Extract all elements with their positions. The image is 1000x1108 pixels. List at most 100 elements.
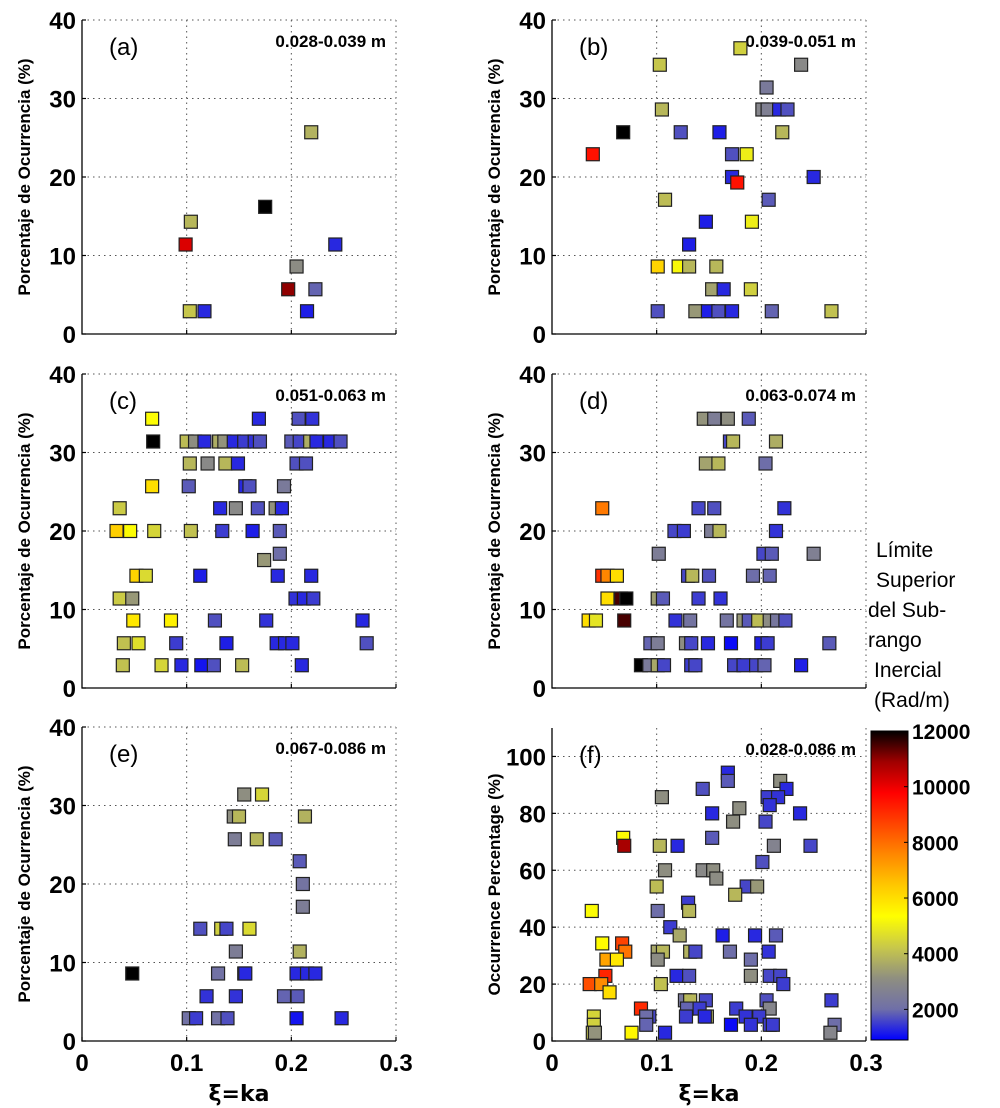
data-point xyxy=(743,952,758,967)
data-point xyxy=(768,928,784,943)
colorbar-tick-label: 10000 xyxy=(912,777,970,800)
data-point xyxy=(188,1011,204,1026)
data-point xyxy=(289,259,304,274)
y-tick-label: 30 xyxy=(49,794,76,821)
data-point xyxy=(712,523,727,539)
data-point xyxy=(777,501,792,516)
data-point xyxy=(308,966,323,981)
colorbar-tick-label: 2000 xyxy=(912,999,959,1022)
colorbar-tick-label: 4000 xyxy=(912,944,959,967)
x-axis-label: ξ=ka xyxy=(679,1082,740,1107)
data-point xyxy=(115,658,130,673)
data-point xyxy=(759,80,774,95)
data-point xyxy=(682,903,697,919)
data-point xyxy=(295,876,310,892)
data-point xyxy=(745,568,761,583)
data-point xyxy=(295,899,310,914)
data-point xyxy=(249,832,264,847)
data-point xyxy=(806,546,821,561)
data-point xyxy=(669,968,684,983)
data-point xyxy=(688,304,703,319)
data-point xyxy=(684,636,699,651)
colorbar-tick-label: 6000 xyxy=(912,888,959,911)
data-point xyxy=(215,523,230,539)
data-point xyxy=(231,809,247,824)
data-point xyxy=(206,658,221,673)
data-point xyxy=(720,773,735,789)
y-tick-label: 30 xyxy=(519,441,546,468)
data-point xyxy=(725,814,741,829)
data-point xyxy=(778,613,793,628)
data-point xyxy=(639,1017,654,1032)
data-point xyxy=(294,658,309,673)
x-tick-label: 0 xyxy=(75,1050,88,1077)
y-tick-label: 0 xyxy=(533,322,546,349)
data-point xyxy=(112,591,127,606)
data-point xyxy=(169,636,184,651)
data-point xyxy=(741,411,756,426)
colorbar-tick-label: 8000 xyxy=(912,832,959,855)
colorbar-label-line: Superior xyxy=(876,569,955,592)
data-point xyxy=(688,658,703,673)
data-point xyxy=(147,523,162,539)
data-point xyxy=(822,636,837,651)
data-point xyxy=(732,801,747,816)
y-axis-label: Porcentaje de Ocurrencia (%) xyxy=(15,412,34,649)
x-tick-label: 0.1 xyxy=(640,1050,673,1077)
data-point xyxy=(823,1025,838,1040)
data-point xyxy=(758,814,773,829)
data-point xyxy=(292,944,307,959)
panel-title: 0.028-0.086 m xyxy=(745,740,856,759)
data-point xyxy=(328,237,343,252)
y-axis-label: Porcentaje de Ocurrencia (%) xyxy=(485,412,504,649)
data-point xyxy=(764,304,779,319)
data-point xyxy=(237,787,252,802)
data-point xyxy=(609,952,624,967)
y-tick-label: 40 xyxy=(49,362,76,389)
data-point xyxy=(274,501,290,516)
x-tick-label: 0.2 xyxy=(745,1050,778,1077)
data-point xyxy=(333,434,348,449)
data-point xyxy=(803,838,818,853)
data-point xyxy=(624,1025,639,1040)
y-tick-label: 30 xyxy=(49,87,76,114)
data-point xyxy=(750,879,765,894)
data-point xyxy=(116,636,131,651)
data-point xyxy=(713,591,728,606)
data-point xyxy=(112,501,127,516)
x-tick-label: 0.1 xyxy=(170,1050,203,1077)
x-tick-label: 0.2 xyxy=(275,1050,308,1077)
data-point xyxy=(711,304,726,319)
data-point xyxy=(251,411,266,426)
y-tick-label: 20 xyxy=(519,165,546,192)
data-point xyxy=(668,613,683,628)
data-point xyxy=(654,102,670,117)
data-point xyxy=(654,790,670,805)
data-point xyxy=(697,1009,712,1024)
data-point xyxy=(761,944,776,959)
data-point xyxy=(725,434,741,449)
data-point xyxy=(650,903,665,919)
y-tick-label: 30 xyxy=(49,441,76,468)
data-point xyxy=(743,282,758,297)
panel-e: 0 10 20 30 40 0 0.1 0.2 0.3 Porcentaje de Ocurren… xyxy=(15,715,413,1107)
x-tick-label: 0 xyxy=(545,1050,558,1077)
data-point xyxy=(182,456,197,471)
data-point xyxy=(109,523,124,539)
y-tick-label: 40 xyxy=(519,915,546,942)
data-point xyxy=(220,1011,235,1026)
data-point xyxy=(720,411,735,426)
y-tick-label: 100 xyxy=(506,744,546,771)
data-point xyxy=(304,568,319,583)
data-point xyxy=(138,568,153,583)
data-point xyxy=(715,928,730,943)
y-tick-label: 0 xyxy=(63,1029,76,1056)
colorbar-label-line: Límite xyxy=(876,539,933,562)
colorbar: Límite Superior del Sub-rango Inercial (Rad/… xyxy=(868,539,970,1041)
data-point xyxy=(685,568,700,583)
data-point xyxy=(650,304,665,319)
x-tick-label: 0.3 xyxy=(849,1050,882,1077)
data-point xyxy=(292,854,307,869)
data-point xyxy=(682,968,697,983)
data-point xyxy=(657,863,673,878)
